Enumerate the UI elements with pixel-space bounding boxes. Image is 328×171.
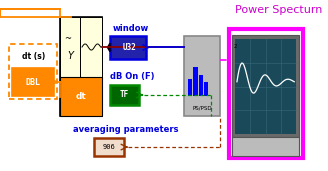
FancyBboxPatch shape xyxy=(110,36,146,59)
FancyBboxPatch shape xyxy=(60,17,102,116)
Text: 906: 906 xyxy=(103,144,115,150)
FancyBboxPatch shape xyxy=(188,79,192,96)
FancyBboxPatch shape xyxy=(110,85,139,105)
FancyBboxPatch shape xyxy=(60,17,80,77)
Text: ~: ~ xyxy=(64,34,71,43)
Text: Y: Y xyxy=(68,51,73,61)
FancyBboxPatch shape xyxy=(232,35,299,137)
Text: 2: 2 xyxy=(234,44,237,49)
FancyBboxPatch shape xyxy=(94,138,124,156)
FancyBboxPatch shape xyxy=(198,75,203,96)
Text: Power Specturn: Power Specturn xyxy=(235,5,322,15)
Text: TF: TF xyxy=(120,90,129,99)
Text: PS/PSD: PS/PSD xyxy=(192,105,212,110)
FancyBboxPatch shape xyxy=(232,137,299,156)
Text: DBL: DBL xyxy=(26,78,41,87)
FancyBboxPatch shape xyxy=(80,17,102,77)
FancyBboxPatch shape xyxy=(236,39,296,134)
Text: U32: U32 xyxy=(122,43,136,52)
FancyBboxPatch shape xyxy=(184,36,220,116)
FancyBboxPatch shape xyxy=(193,67,197,96)
Text: dt (s): dt (s) xyxy=(22,52,46,61)
FancyBboxPatch shape xyxy=(12,68,54,96)
FancyBboxPatch shape xyxy=(204,82,208,96)
Text: dB On (F): dB On (F) xyxy=(110,73,154,81)
Text: averaging parameters: averaging parameters xyxy=(73,125,178,134)
Text: window: window xyxy=(113,24,149,33)
Polygon shape xyxy=(108,43,110,52)
FancyBboxPatch shape xyxy=(60,77,102,116)
Text: dt: dt xyxy=(76,92,87,101)
